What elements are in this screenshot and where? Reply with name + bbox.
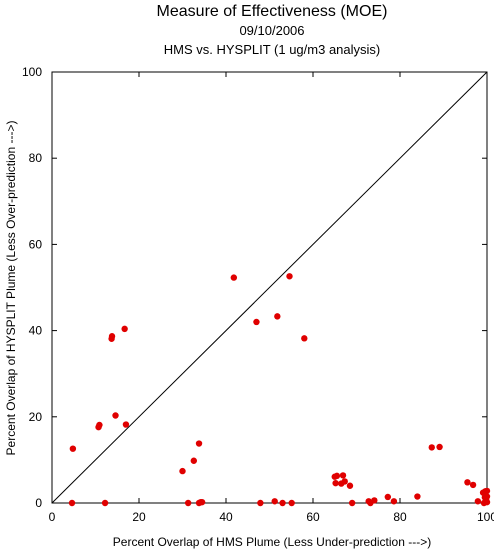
y-tick-label: 80 — [29, 151, 43, 165]
data-point — [390, 498, 398, 505]
data-point — [483, 493, 491, 500]
data-point — [483, 487, 491, 495]
data-point — [384, 493, 392, 501]
data-point — [195, 440, 203, 447]
data-point — [469, 481, 477, 489]
data-point — [288, 499, 295, 507]
plot-area: 0 20 40 60 80 100 0 20 40 60 80 100 — [22, 65, 494, 524]
x-tick-label: 100 — [477, 510, 494, 524]
y-axis-label: Percent Overlap of HYSPLIT Plume (Less O… — [4, 121, 18, 456]
data-point — [179, 467, 186, 475]
data-point — [68, 499, 76, 507]
data-point — [253, 318, 260, 326]
data-point — [121, 325, 128, 333]
x-tick-label: 80 — [393, 510, 407, 524]
y-tick-label: 20 — [29, 410, 43, 424]
data-point — [279, 499, 286, 507]
diagonal-reference-line — [51, 71, 488, 504]
data-point — [271, 498, 278, 505]
data-point — [112, 412, 119, 419]
data-point — [480, 499, 488, 507]
data-point — [198, 498, 206, 506]
plot-frame — [51, 71, 488, 504]
data-point — [96, 421, 103, 429]
data-point — [301, 335, 308, 342]
x-tick-label: 20 — [132, 510, 146, 524]
x-tick-label: 60 — [306, 510, 320, 524]
y-tick-label: 40 — [29, 324, 43, 338]
data-point — [274, 313, 281, 320]
y-tick-label: 0 — [35, 496, 42, 510]
x-axis-label: Percent Overlap of HMS Plume (Less Under… — [113, 535, 431, 549]
data-point — [346, 482, 354, 489]
data-point — [257, 499, 264, 507]
data-point — [190, 457, 198, 464]
y-tick-label: 60 — [29, 237, 43, 251]
data-point — [341, 478, 348, 485]
data-point — [286, 273, 293, 280]
data-point — [333, 472, 341, 480]
data-point — [332, 479, 339, 487]
data-point — [464, 479, 471, 486]
data-point — [339, 472, 347, 479]
data-point — [436, 443, 443, 451]
data-point — [371, 497, 378, 504]
chart-subtitle-date: 09/10/2006 — [239, 23, 304, 38]
data-point — [122, 421, 130, 428]
data-point — [428, 444, 435, 451]
data-point — [101, 499, 109, 507]
data-point — [108, 333, 116, 340]
chart-subtitle-comparison: HMS vs. HYSPLIT (1 ug/m3 analysis) — [164, 42, 381, 57]
x-tick-label: 40 — [219, 510, 233, 524]
data-point — [348, 499, 356, 507]
data-point — [230, 274, 238, 281]
data-point — [414, 493, 421, 500]
data-point — [69, 445, 77, 452]
data-point — [184, 499, 192, 507]
y-tick-label: 100 — [22, 65, 42, 79]
data-point — [474, 498, 482, 505]
x-tick-label: 0 — [49, 510, 56, 524]
chart-title: Measure of Effectiveness (MOE) — [157, 3, 388, 20]
